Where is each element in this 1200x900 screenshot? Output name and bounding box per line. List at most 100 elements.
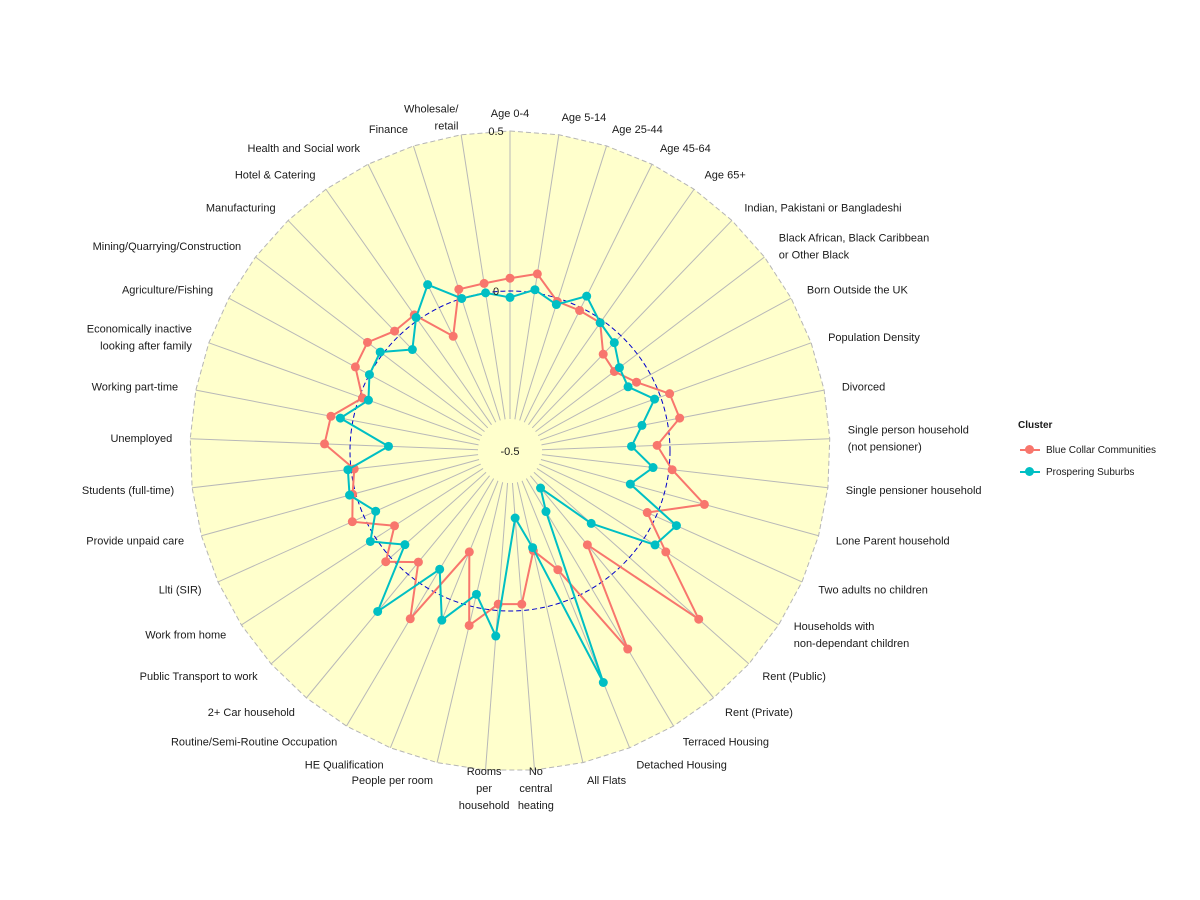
data-point [528, 543, 538, 553]
data-point [345, 490, 355, 500]
category-label: Age 0-4 [491, 108, 530, 120]
data-point [575, 305, 585, 315]
data-point [661, 547, 671, 557]
category-label: Age 5-14 [562, 112, 607, 124]
data-point [675, 413, 685, 423]
legend: Cluster Blue Collar Communities Prosperi… [1018, 420, 1156, 483]
category-label: Detached Housing [636, 759, 727, 771]
category-label: Rent (Public) [762, 671, 826, 683]
data-point [371, 506, 381, 516]
data-point [383, 441, 393, 451]
data-point [627, 441, 637, 451]
legend-title: Cluster [1018, 420, 1053, 431]
data-series [320, 269, 709, 688]
spoke-line [540, 458, 819, 537]
data-point [623, 382, 633, 392]
category-label: Mining/Quarrying/Construction [93, 241, 242, 253]
legend-label: Blue Collar Communities [1046, 444, 1157, 456]
data-point [541, 507, 551, 517]
data-point [390, 521, 400, 531]
data-point [671, 521, 681, 531]
legend-item-blue-collar: Blue Collar Communities [1018, 439, 1156, 461]
spoke-line [541, 454, 828, 489]
data-point [454, 284, 464, 294]
data-point [471, 589, 481, 599]
data-point [699, 499, 709, 509]
data-point [667, 465, 677, 475]
data-point [413, 557, 423, 567]
data-point [423, 280, 433, 290]
spoke-line [537, 297, 792, 437]
data-point [551, 300, 561, 310]
category-label: Work from home [145, 630, 226, 642]
data-point [347, 517, 357, 527]
category-label: Wholesale/retail [404, 103, 459, 132]
data-point [457, 293, 467, 303]
category-label: Two adults no children [818, 584, 927, 596]
data-point [598, 678, 608, 688]
spoke-line [521, 480, 631, 748]
legend-key-icon [1018, 445, 1042, 455]
data-point [464, 547, 474, 557]
data-point [405, 614, 415, 624]
data-point [625, 479, 635, 489]
radial-tick-labels: -0.5 0 0.5 [488, 126, 519, 458]
data-point [350, 362, 360, 372]
tick-label: 0 [493, 286, 499, 298]
data-point [373, 606, 383, 616]
category-label: Lone Parent household [836, 536, 950, 548]
data-point [437, 615, 447, 625]
data-point [650, 540, 660, 550]
category-label: Hotel & Catering [235, 170, 316, 182]
spoke-line [270, 471, 487, 665]
category-label: Routine/Semi-Routine Occupation [171, 737, 337, 749]
data-point [609, 338, 619, 348]
data-point [505, 273, 515, 283]
spoke-line [519, 145, 608, 421]
data-point [381, 557, 391, 567]
data-point [586, 518, 596, 528]
data-point [652, 440, 662, 450]
spoke-line [306, 475, 491, 699]
legend-key-icon [1018, 467, 1042, 477]
data-point [595, 318, 605, 328]
category-label: Age 45-64 [660, 143, 711, 155]
zero-reference-circle [349, 290, 671, 612]
data-point [532, 269, 542, 279]
data-point [375, 347, 385, 357]
data-point [505, 292, 515, 302]
data-point [650, 394, 660, 404]
spoke-line [201, 458, 480, 537]
data-point [326, 411, 336, 421]
data-point [598, 349, 608, 359]
data-point [491, 631, 501, 641]
data-point [363, 395, 373, 405]
category-label: HE Qualification [305, 759, 384, 771]
category-label: Divorced [842, 382, 885, 394]
data-point [365, 536, 375, 546]
category-label: All Flats [587, 775, 627, 787]
spoke-line [539, 342, 812, 441]
category-label: Manufacturing [206, 202, 276, 214]
data-point [665, 389, 675, 399]
data-point [517, 599, 527, 609]
category-label: Working part-time [92, 382, 179, 394]
spoke-line [346, 478, 495, 727]
spoke-line [541, 438, 830, 451]
data-point [481, 288, 491, 298]
data-point [536, 483, 546, 493]
data-point [582, 291, 592, 301]
category-label: No central heating [518, 766, 554, 812]
data-point [435, 564, 445, 574]
category-label: Born Outside the UK [807, 285, 909, 297]
data-point [582, 540, 592, 550]
category-label: Rent (Private) [725, 707, 793, 719]
data-point [335, 413, 345, 423]
data-point [637, 420, 647, 430]
data-point [642, 508, 652, 518]
category-label: Age 65+ [704, 170, 745, 182]
data-point [400, 540, 410, 550]
category-label: Finance [369, 124, 408, 136]
spoke-line [192, 454, 479, 489]
